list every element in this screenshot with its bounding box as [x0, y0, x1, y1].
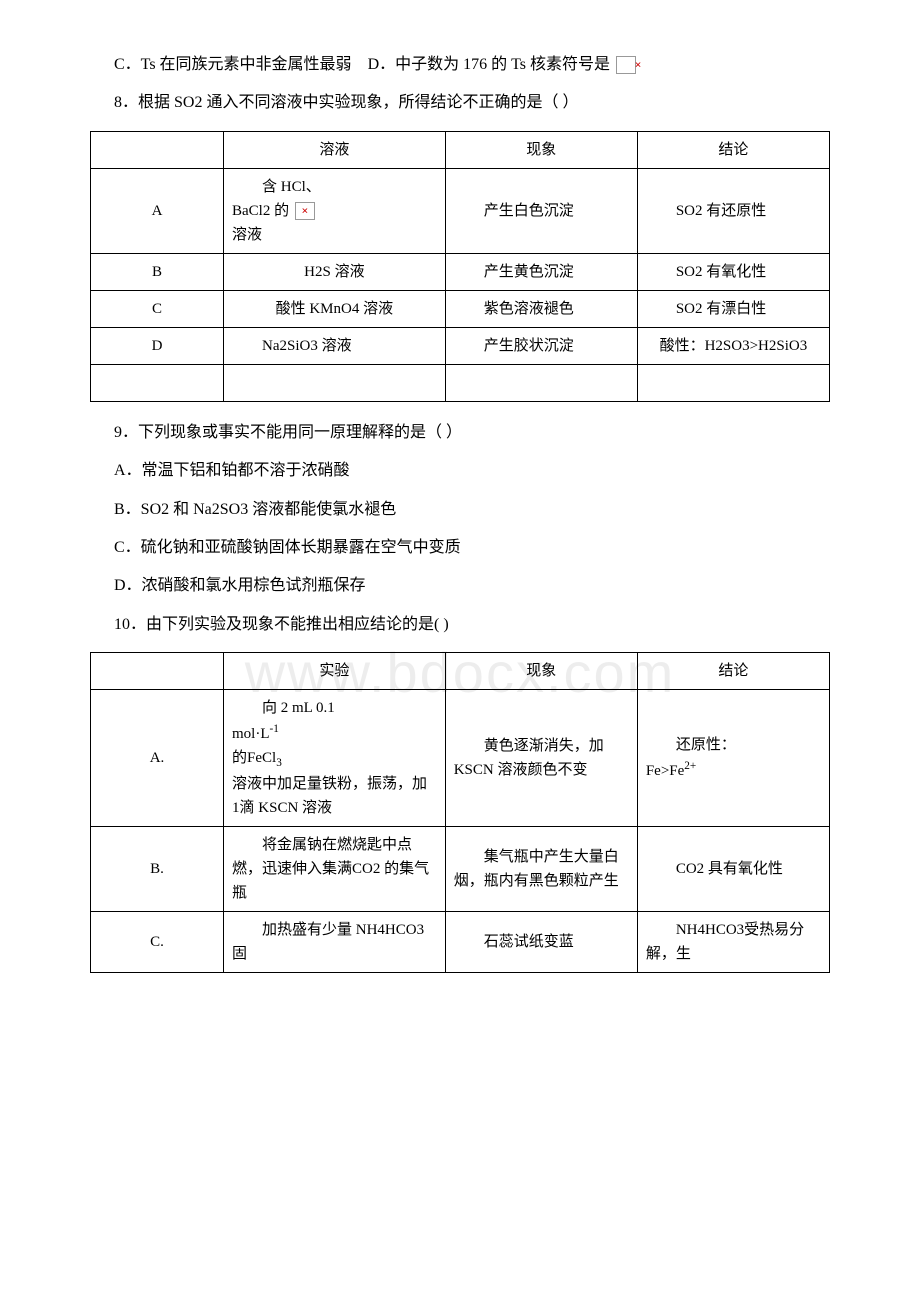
q10-row-c-exp: 加热盛有少量 NH4HCO3 固: [224, 912, 446, 973]
cell-text: 溶液中加足量铁粉，振荡，加 1滴 KSCN 溶液: [232, 776, 427, 816]
q9-opt-b: B．SO2 和 Na2SO3 溶液都能使氯水褪色: [90, 495, 830, 525]
q8-row-b-label: B: [91, 253, 224, 290]
q8-table: 溶液 现象 结论 A 含 HCl、 BaCl2 的 溶液 产生白色沉淀 SO2 …: [90, 131, 830, 402]
q10-header-blank: [91, 653, 224, 690]
page-content: C．Ts 在同族元素中非金属性最弱 D．中子数为 176 的 Ts 核素符号是 …: [90, 50, 830, 973]
q10-row-c-label: C.: [91, 912, 224, 973]
table-row: A 含 HCl、 BaCl2 的 溶液 产生白色沉淀 SO2 有还原性: [91, 168, 830, 253]
q8-row-c-label: C: [91, 290, 224, 327]
q10-header-exp: 实验: [224, 653, 446, 690]
q9-stem: 9．下列现象或事实不能用同一原理解释的是（ ）: [90, 418, 830, 448]
superscript: -1: [270, 723, 279, 735]
q10-row-a-concl: 还原性： Fe>Fe2+: [637, 690, 829, 827]
table-row: A. 向 2 mL 0.1 mol·L-1 的FeCl3 溶液中加足量铁粉，振荡…: [91, 690, 830, 827]
table-header-row: 实验 现象 结论: [91, 653, 830, 690]
q10-row-b-exp: 将金属钠在燃烧匙中点燃，迅速伸入集满CO2 的集气瓶: [224, 827, 446, 912]
broken-image-icon: [616, 56, 636, 74]
cell-text: BaCl2 的: [232, 203, 293, 219]
empty-cell: [445, 364, 637, 401]
q8-row-d-concl: 酸性：H2SO3>H2SiO3: [637, 327, 829, 364]
cell-text: 向 2 mL 0.1: [262, 700, 335, 716]
q10-row-a-phenom: 黄色逐渐消失，加 KSCN 溶液颜色不变: [445, 690, 637, 827]
q8-stem: 8．根据 SO2 通入不同溶液中实验现象，所得结论不正确的是（ ）: [90, 88, 830, 118]
q8-row-a-solution: 含 HCl、 BaCl2 的 溶液: [224, 168, 446, 253]
table-row: D Na2SiO3 溶液 产生胶状沉淀 酸性：H2SO3>H2SiO3: [91, 327, 830, 364]
q9-opt-c: C．硫化钠和亚硫酸钠固体长期暴露在空气中变质: [90, 533, 830, 563]
table-row: C 酸性 KMnO4 溶液 紫色溶液褪色 SO2 有漂白性: [91, 290, 830, 327]
formula-text: Fe>Fe: [646, 763, 684, 779]
q8-row-c-phenom: 紫色溶液褪色: [445, 290, 637, 327]
q8-row-d-phenom: 产生胶状沉淀: [445, 327, 637, 364]
broken-image-icon: [295, 202, 315, 220]
cell-text: 溶液: [232, 227, 262, 243]
cell-text: mol·L: [232, 726, 270, 742]
cell-text: 的: [232, 750, 247, 766]
table-row: C. 加热盛有少量 NH4HCO3 固 石蕊试纸变蓝 NH4HCO3受热易分解，…: [91, 912, 830, 973]
subscript: 3: [276, 757, 282, 769]
empty-cell: [637, 364, 829, 401]
q7-options-cd: C．Ts 在同族元素中非金属性最弱 D．中子数为 176 的 Ts 核素符号是: [90, 50, 830, 80]
empty-cell: [224, 364, 446, 401]
q10-stem: 10．由下列实验及现象不能推出相应结论的是( ): [90, 610, 830, 640]
table-row: B H2S 溶液 产生黄色沉淀 SO2 有氧化性: [91, 253, 830, 290]
empty-cell: [91, 364, 224, 401]
q8-row-c-solution: 酸性 KMnO4 溶液: [224, 290, 446, 327]
q8-row-b-solution: H2S 溶液: [224, 253, 446, 290]
table-header-row: 溶液 现象 结论: [91, 131, 830, 168]
q10-row-b-concl: CO2 具有氧化性: [637, 827, 829, 912]
q8-header-phenomenon: 现象: [445, 131, 637, 168]
q8-row-a-phenom: 产生白色沉淀: [445, 168, 637, 253]
q10-table: 实验 现象 结论 A. 向 2 mL 0.1 mol·L-1 的FeCl3 溶液…: [90, 652, 830, 973]
q10-row-b-phenom: 集气瓶中产生大量白烟，瓶内有黑色颗粒产生: [445, 827, 637, 912]
q8-row-d-label: D: [91, 327, 224, 364]
q8-row-a-concl: SO2 有还原性: [637, 168, 829, 253]
q8-row-b-concl: SO2 有氧化性: [637, 253, 829, 290]
q10-row-a-exp: 向 2 mL 0.1 mol·L-1 的FeCl3 溶液中加足量铁粉，振荡，加 …: [224, 690, 446, 827]
cell-text: 含 HCl、: [262, 179, 321, 195]
q8-header-blank: [91, 131, 224, 168]
q7-opt-d-prefix: D．中子数为 176 的 Ts 核素符号是: [368, 56, 614, 73]
formula-text: FeCl: [247, 750, 276, 766]
q10-row-a-label: A.: [91, 690, 224, 827]
table-row-empty: [91, 364, 830, 401]
superscript: 2+: [684, 760, 696, 772]
q9-opt-d: D．浓硝酸和氯水用棕色试剂瓶保存: [90, 571, 830, 601]
q8-row-c-concl: SO2 有漂白性: [637, 290, 829, 327]
q10-row-b-label: B.: [91, 827, 224, 912]
q8-row-d-solution: Na2SiO3 溶液: [224, 327, 446, 364]
q8-header-conclusion: 结论: [637, 131, 829, 168]
cell-text: 还原性：: [676, 737, 736, 753]
q10-row-c-phenom: 石蕊试纸变蓝: [445, 912, 637, 973]
q10-header-phenom: 现象: [445, 653, 637, 690]
q10-header-concl: 结论: [637, 653, 829, 690]
q9-opt-a: A．常温下铝和铂都不溶于浓硝酸: [90, 456, 830, 486]
q8-row-a-label: A: [91, 168, 224, 253]
q10-row-c-concl: NH4HCO3受热易分解，生: [637, 912, 829, 973]
q8-header-solution: 溶液: [224, 131, 446, 168]
q7-opt-c: C．Ts 在同族元素中非金属性最弱: [114, 56, 352, 73]
table-row: B. 将金属钠在燃烧匙中点燃，迅速伸入集满CO2 的集气瓶 集气瓶中产生大量白烟…: [91, 827, 830, 912]
q8-row-b-phenom: 产生黄色沉淀: [445, 253, 637, 290]
